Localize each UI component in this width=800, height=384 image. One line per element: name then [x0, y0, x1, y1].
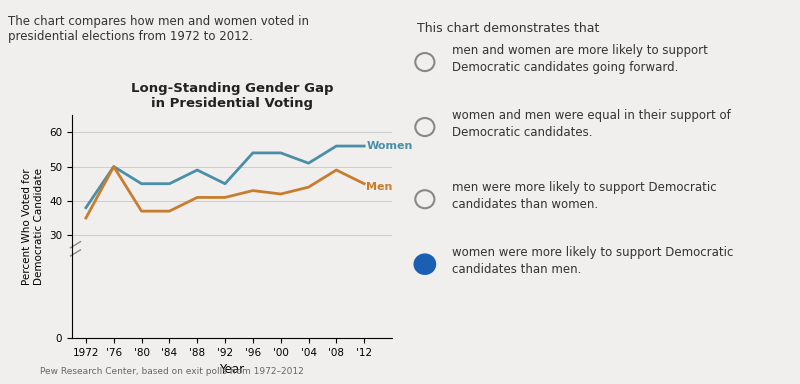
Text: This chart demonstrates that: This chart demonstrates that [418, 22, 599, 35]
Y-axis label: Percent Who Voted for
Democratic Candidate: Percent Who Voted for Democratic Candida… [22, 168, 43, 285]
Text: men were more likely to support Democratic
candidates than women.: men were more likely to support Democrat… [452, 181, 716, 211]
Text: Pew Research Center, based on exit polls from 1972–2012: Pew Research Center, based on exit polls… [40, 367, 304, 376]
X-axis label: Year: Year [219, 363, 245, 376]
Text: women and men were equal in their support of
Democratic candidates.: women and men were equal in their suppor… [452, 109, 730, 139]
Title: Long-Standing Gender Gap
in Presidential Voting: Long-Standing Gender Gap in Presidential… [130, 82, 334, 110]
Circle shape [415, 255, 434, 273]
Text: Men: Men [366, 182, 393, 192]
Text: men and women are more likely to support
Democratic candidates going forward.: men and women are more likely to support… [452, 44, 707, 74]
Text: women were more likely to support Democratic
candidates than men.: women were more likely to support Democr… [452, 246, 733, 276]
Text: Women: Women [366, 141, 413, 151]
Text: The chart compares how men and women voted in
presidential elections from 1972 t: The chart compares how men and women vot… [8, 15, 309, 43]
